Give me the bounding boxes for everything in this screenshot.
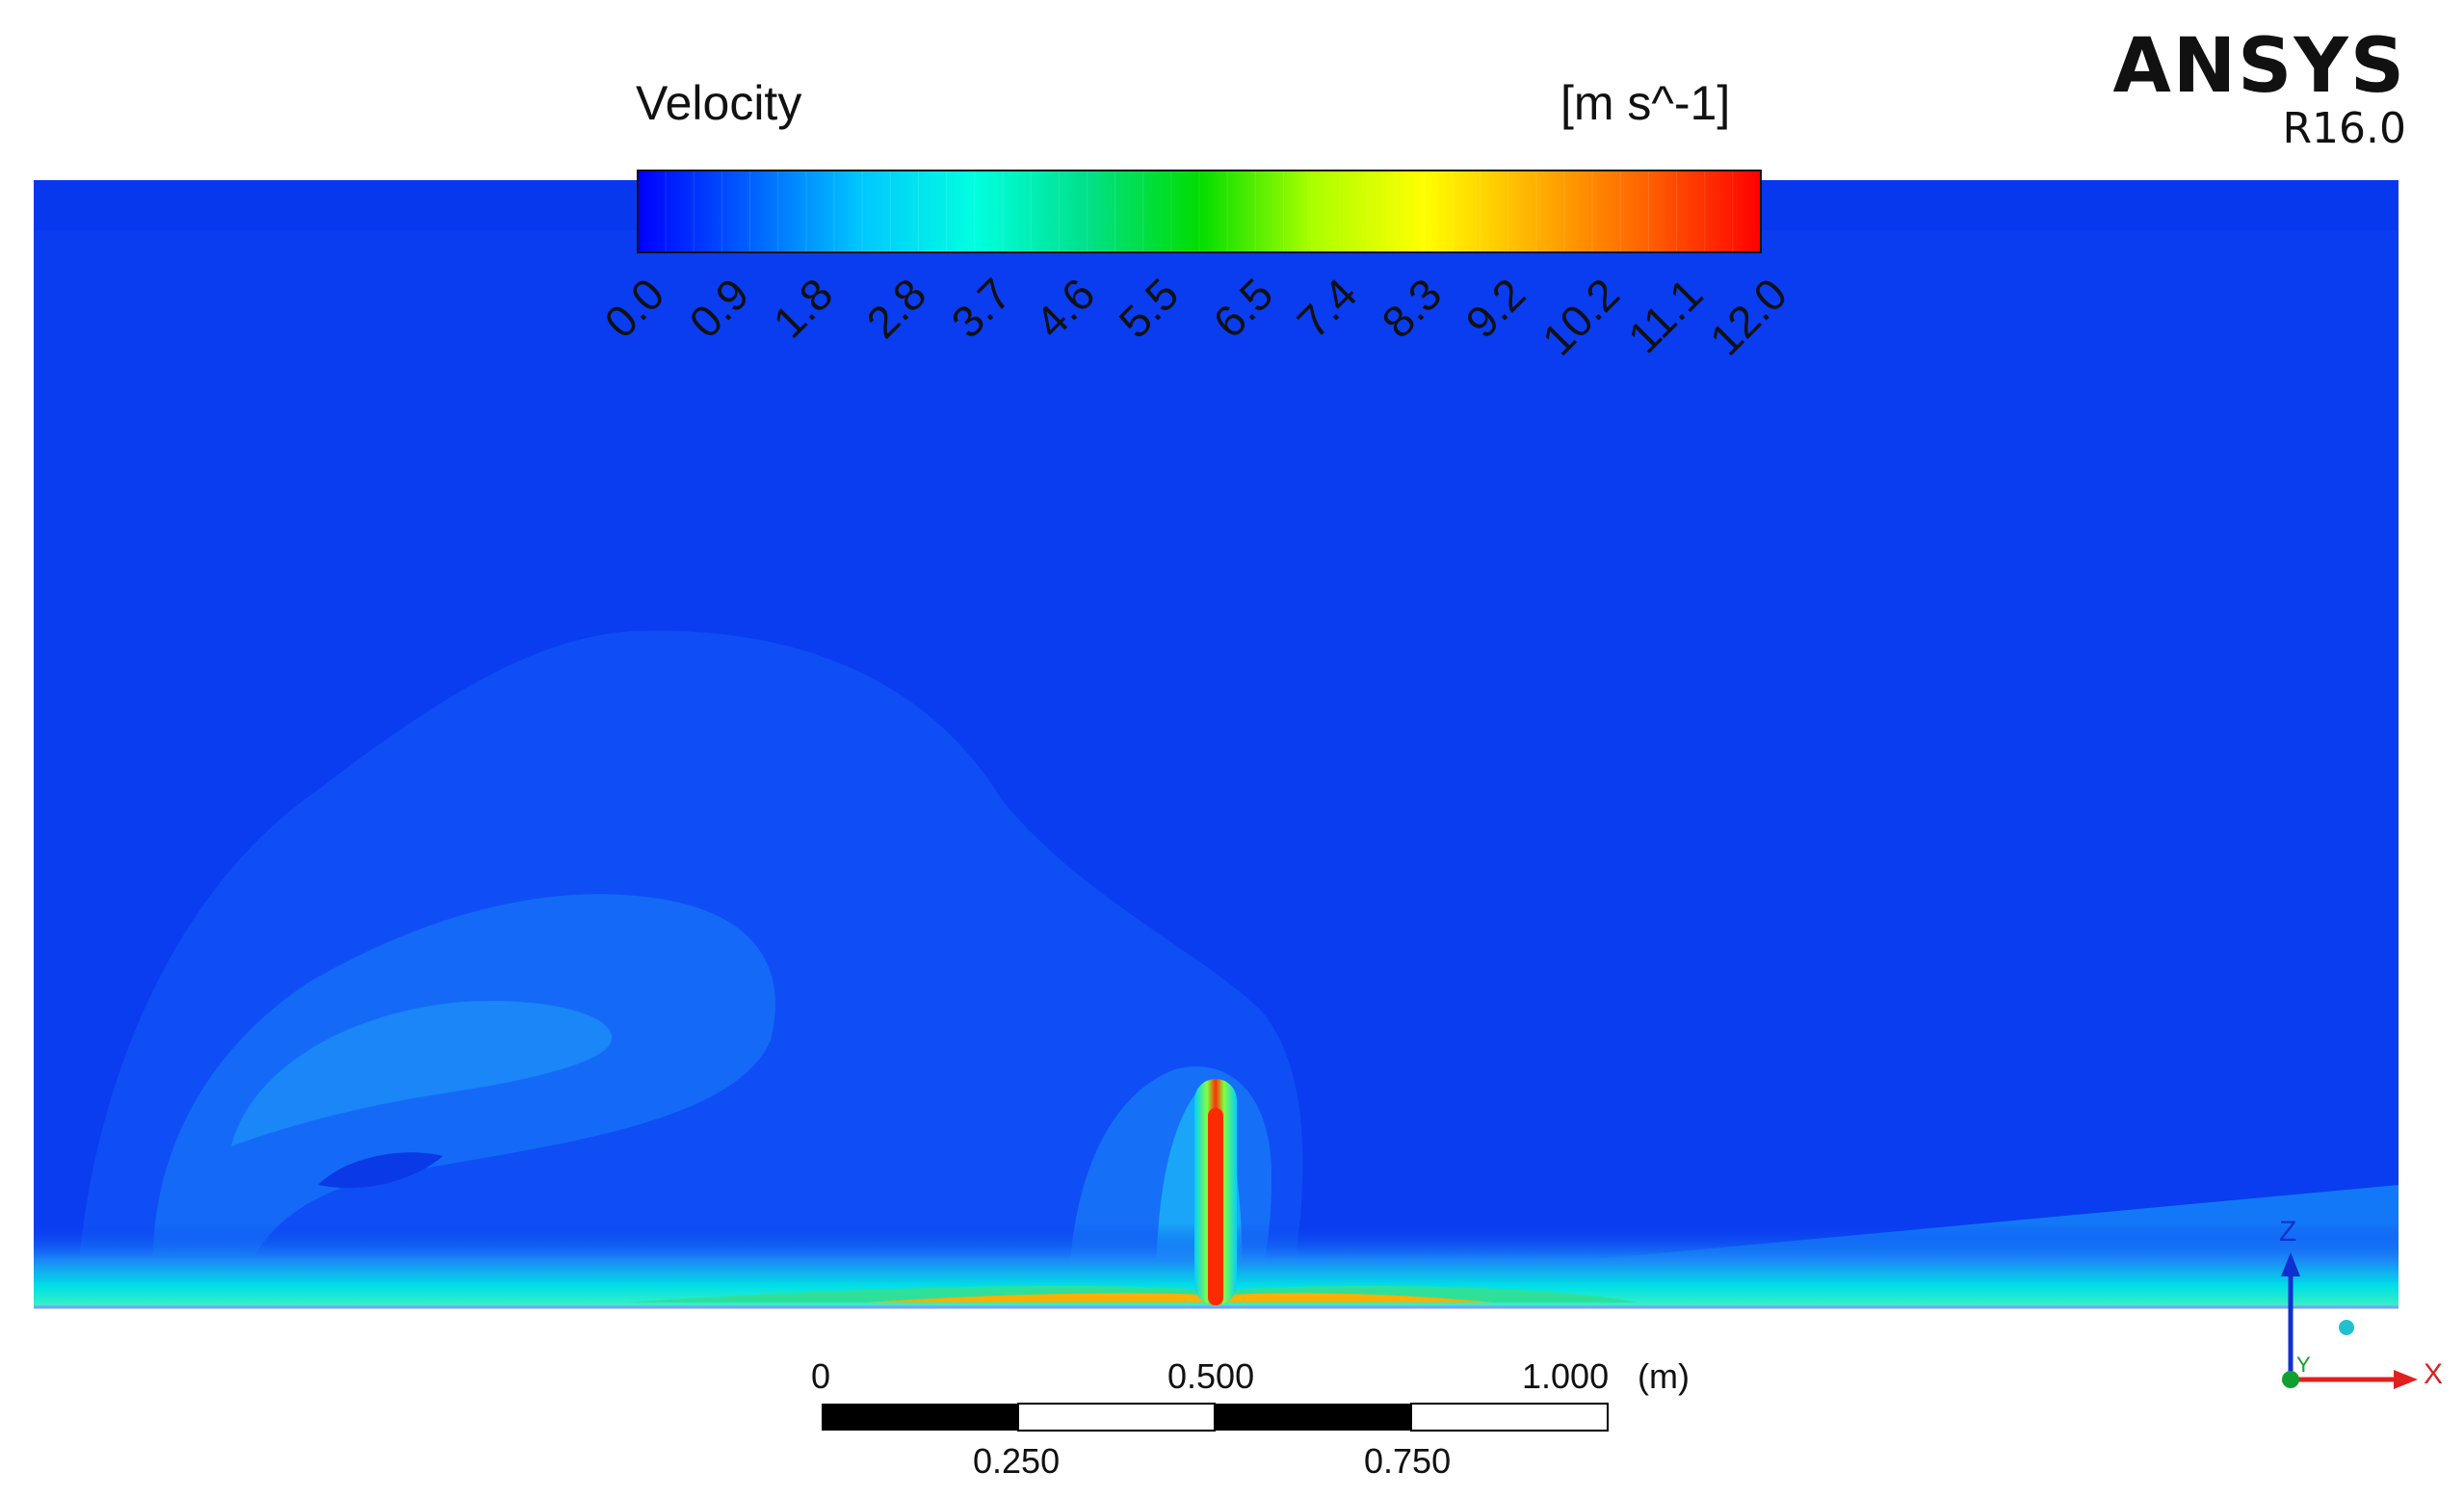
scale-label-0-500: 0.500 [1167,1356,1255,1396]
scale-label-0-750: 0.750 [1364,1441,1452,1481]
y-axis-label: Y [2296,1353,2311,1377]
brand-version: R16.0 [2282,104,2406,153]
y-axis-dot [2282,1371,2299,1388]
rotation-indicator [2339,1320,2354,1335]
flow-domain [34,180,2398,1309]
legend-bar [637,170,1762,253]
middle-wake [152,894,775,1291]
legend-units: [m s^-1] [1560,76,1731,130]
jet-core [1208,1108,1223,1305]
wall-jet-orange [867,1293,1493,1302]
recirculation-zone [318,1152,443,1189]
scale-label-1-000: 1.000 [1522,1356,1610,1396]
ansys-logo: ANSYS R16.0 [2113,29,2406,150]
axis-triad [2281,1252,2418,1389]
brand-name: ANSYS [2112,23,2406,110]
scale-label-0: 0 [811,1356,831,1396]
z-axis-label: Z [2279,1216,2297,1248]
scale-segment-2 [1017,1403,1216,1432]
scale-segment-1 [822,1404,1018,1431]
inner-wake [231,1001,613,1146]
z-arrowhead [2281,1252,2300,1276]
legend-colorbar [637,170,1762,253]
scale-units: (m) [1638,1356,1690,1396]
scale-label-0-250: 0.250 [973,1441,1061,1481]
x-axis-label: X [2424,1358,2444,1390]
scale-segment-4 [1410,1403,1609,1432]
legend-title: Velocity [636,76,802,130]
x-arrowhead [2394,1370,2418,1389]
scale-segment-3 [1215,1404,1411,1431]
scale-bar [822,1403,1609,1432]
